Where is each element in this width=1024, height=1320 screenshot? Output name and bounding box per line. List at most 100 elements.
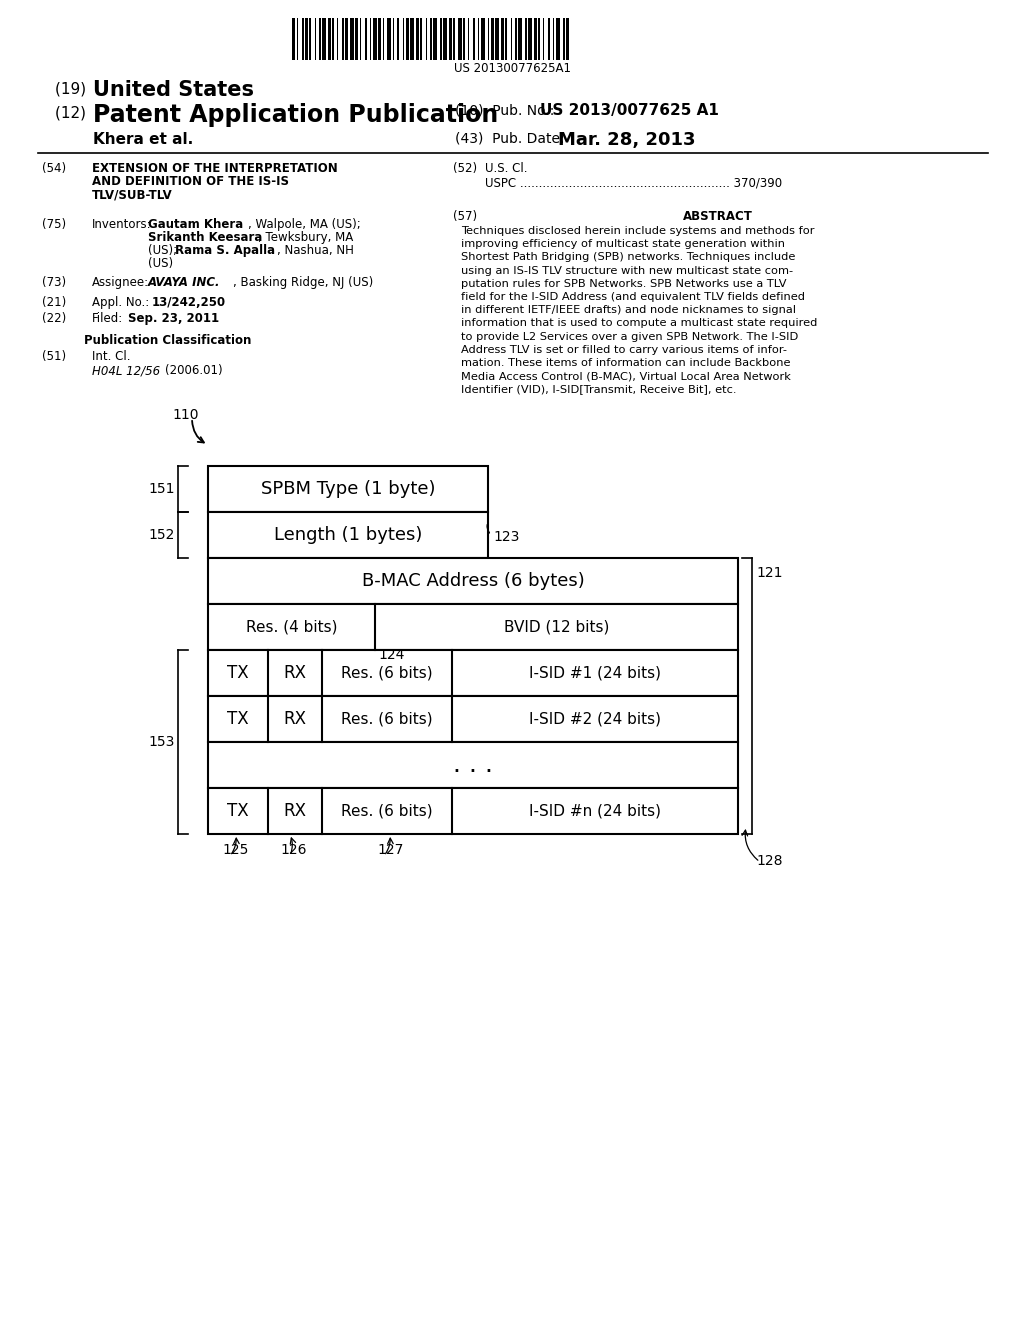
Bar xyxy=(355,18,358,59)
Text: Sep. 23, 2011: Sep. 23, 2011 xyxy=(128,312,219,325)
Text: (19): (19) xyxy=(55,82,91,96)
Text: (52): (52) xyxy=(453,162,477,176)
Text: US 20130077625A1: US 20130077625A1 xyxy=(454,62,570,75)
Bar xyxy=(433,18,437,59)
Text: field for the I-SID Address (and equivalent TLV fields defined: field for the I-SID Address (and equival… xyxy=(461,292,805,302)
Text: (75): (75) xyxy=(42,218,67,231)
Bar xyxy=(328,18,331,59)
Text: Res. (6 bits): Res. (6 bits) xyxy=(341,711,433,726)
Text: USPC ........................................................ 370/390: USPC ...................................… xyxy=(485,176,782,189)
Text: TX: TX xyxy=(227,710,249,729)
Text: 127: 127 xyxy=(377,843,403,857)
Bar xyxy=(458,18,462,59)
Text: (51): (51) xyxy=(42,350,67,363)
Text: (43)  Pub. Date:: (43) Pub. Date: xyxy=(455,132,564,147)
Text: US 2013/0077625 A1: US 2013/0077625 A1 xyxy=(540,103,719,117)
Bar xyxy=(481,18,485,59)
Text: Patent Application Publication: Patent Application Publication xyxy=(93,103,499,127)
Bar xyxy=(332,18,334,59)
Bar xyxy=(208,742,738,788)
Text: AVAYA INC.: AVAYA INC. xyxy=(148,276,220,289)
Bar xyxy=(420,18,422,59)
Text: ABSTRACT: ABSTRACT xyxy=(683,210,753,223)
Text: Identifier (VID), I-SID[Transmit, Receive Bit], etc.: Identifier (VID), I-SID[Transmit, Receiv… xyxy=(461,384,736,395)
Bar xyxy=(373,18,377,59)
Text: putation rules for SPB Networks. SPB Networks use a TLV: putation rules for SPB Networks. SPB Net… xyxy=(461,279,786,289)
Bar xyxy=(309,18,311,59)
Text: 128: 128 xyxy=(756,854,782,869)
Bar xyxy=(440,18,442,59)
Text: 110: 110 xyxy=(172,408,199,422)
Bar xyxy=(342,18,344,59)
Bar xyxy=(208,466,488,512)
Bar xyxy=(463,18,465,59)
Text: 13/242,250: 13/242,250 xyxy=(152,296,226,309)
Text: United States: United States xyxy=(93,81,254,100)
Bar xyxy=(556,18,560,59)
Text: Appl. No.:: Appl. No.: xyxy=(92,296,150,309)
Bar xyxy=(515,18,517,59)
Text: Media Access Control (B-MAC), Virtual Local Area Network: Media Access Control (B-MAC), Virtual Lo… xyxy=(461,371,791,381)
Text: U.S. Cl.: U.S. Cl. xyxy=(485,162,527,176)
Text: H04L 12/56: H04L 12/56 xyxy=(92,364,160,378)
Text: Int. Cl.: Int. Cl. xyxy=(92,350,130,363)
Bar xyxy=(525,18,527,59)
Bar xyxy=(208,788,738,834)
Bar xyxy=(208,696,738,742)
Bar xyxy=(305,18,308,59)
Text: (12): (12) xyxy=(55,106,91,121)
Text: B-MAC Address (6 bytes): B-MAC Address (6 bytes) xyxy=(361,572,585,590)
Text: improving efficiency of multicast state generation within: improving efficiency of multicast state … xyxy=(461,239,785,249)
Text: 153: 153 xyxy=(148,735,175,748)
Text: EXTENSION OF THE INTERPRETATION: EXTENSION OF THE INTERPRETATION xyxy=(92,162,338,176)
Text: (US);: (US); xyxy=(148,244,181,257)
Text: Length (1 bytes): Length (1 bytes) xyxy=(273,525,422,544)
Text: Publication Classification: Publication Classification xyxy=(84,334,252,347)
Text: , Tewksbury, MA: , Tewksbury, MA xyxy=(258,231,353,244)
Bar xyxy=(387,18,391,59)
Text: 125: 125 xyxy=(222,843,249,857)
Bar xyxy=(453,18,455,59)
Text: Address TLV is set or filled to carry various items of infor-: Address TLV is set or filled to carry va… xyxy=(461,345,787,355)
Text: 121: 121 xyxy=(756,566,782,579)
Bar xyxy=(208,605,738,649)
Bar xyxy=(566,18,569,59)
Text: 151: 151 xyxy=(148,482,175,496)
Text: Mar. 28, 2013: Mar. 28, 2013 xyxy=(558,131,695,149)
Text: TX: TX xyxy=(227,664,249,682)
Text: mation. These items of information can include Backbone: mation. These items of information can i… xyxy=(461,358,791,368)
Text: RX: RX xyxy=(284,710,306,729)
Text: TLV/SUB-TLV: TLV/SUB-TLV xyxy=(92,187,173,201)
Text: , Nashua, NH: , Nashua, NH xyxy=(278,244,354,257)
Bar xyxy=(528,18,532,59)
Text: 126: 126 xyxy=(280,843,306,857)
Bar xyxy=(319,18,321,59)
Text: SPBM Type (1 byte): SPBM Type (1 byte) xyxy=(261,480,435,498)
Bar xyxy=(490,18,494,59)
Text: Res. (6 bits): Res. (6 bits) xyxy=(341,665,433,681)
Bar xyxy=(208,512,488,558)
Bar xyxy=(538,18,540,59)
Text: (US): (US) xyxy=(148,257,173,271)
Text: 124: 124 xyxy=(378,648,404,663)
Text: (21): (21) xyxy=(42,296,67,309)
Bar xyxy=(501,18,504,59)
Text: Filed:: Filed: xyxy=(92,312,123,325)
Bar xyxy=(473,18,475,59)
Text: Shortest Path Bridging (SPB) networks. Techniques include: Shortest Path Bridging (SPB) networks. T… xyxy=(461,252,796,263)
Bar xyxy=(518,18,522,59)
Bar xyxy=(322,18,326,59)
Text: Techniques disclosed herein include systems and methods for: Techniques disclosed herein include syst… xyxy=(461,226,814,236)
Text: (73): (73) xyxy=(42,276,67,289)
Text: (10)  Pub. No.:: (10) Pub. No.: xyxy=(455,103,554,117)
Bar xyxy=(406,18,409,59)
Text: (54): (54) xyxy=(42,162,67,176)
Text: Rama S. Apalla: Rama S. Apalla xyxy=(175,244,275,257)
Bar xyxy=(365,18,367,59)
Bar xyxy=(410,18,414,59)
Text: (22): (22) xyxy=(42,312,67,325)
Text: , Walpole, MA (US);: , Walpole, MA (US); xyxy=(248,218,360,231)
Bar xyxy=(378,18,381,59)
Text: RX: RX xyxy=(284,664,306,682)
Text: , Basking Ridge, NJ (US): , Basking Ridge, NJ (US) xyxy=(233,276,374,289)
